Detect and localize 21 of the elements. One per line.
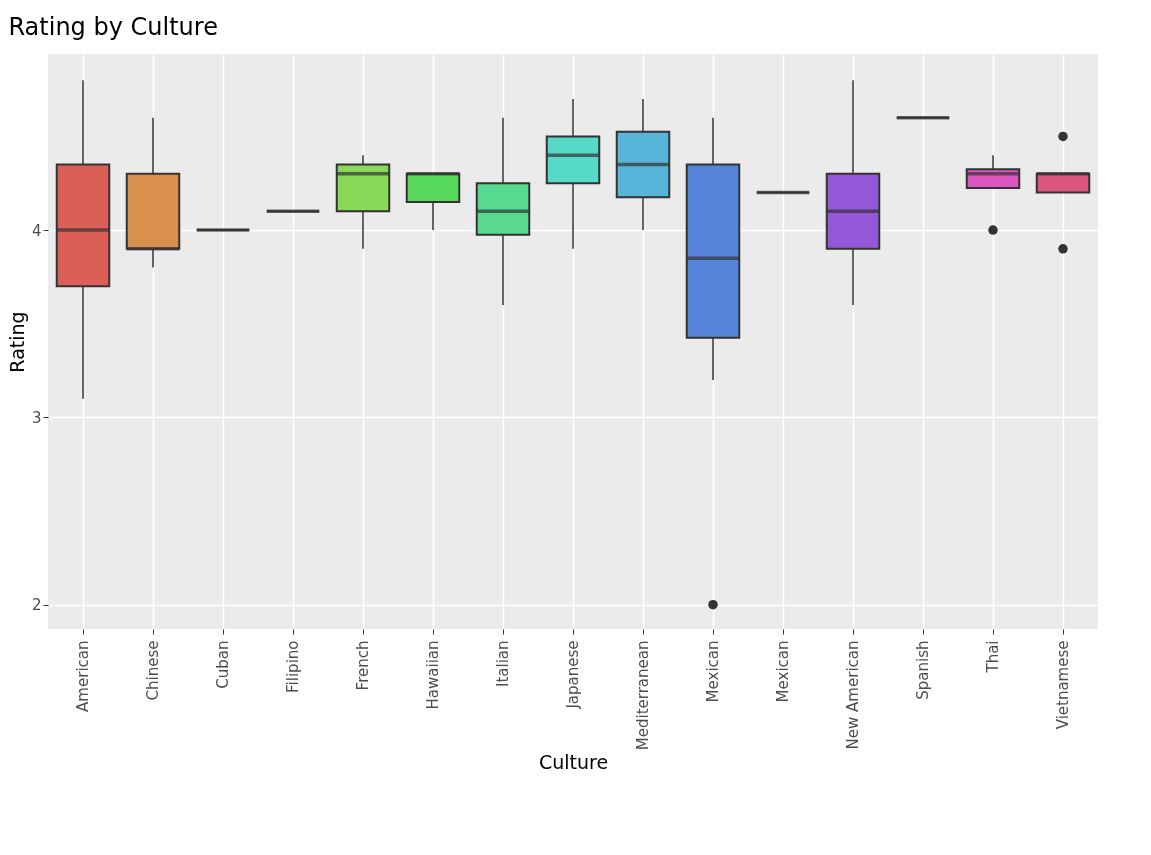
x-tick-label: Mediterranean	[634, 640, 652, 751]
x-tick-label: Mexican	[774, 640, 792, 703]
x-tick-label: American	[74, 640, 92, 712]
x-tick-label: Hawaiian	[424, 640, 442, 710]
x-tick-label: Chinese	[144, 640, 162, 701]
x-axis-title: Culture	[538, 751, 609, 774]
x-tick-label: Mexican	[704, 640, 722, 703]
x-tick-label: Vietnamese	[1054, 640, 1072, 730]
x-tick-label: French	[354, 640, 372, 691]
x-tick-label: Spanish	[914, 640, 932, 700]
y-axis-title: Rating	[5, 311, 28, 373]
y-tick-label: 2	[31, 596, 42, 615]
y-tick-label: 4	[31, 221, 42, 240]
x-tick-label: Italian	[494, 640, 512, 688]
x-tick-label: Cuban	[214, 640, 232, 689]
x-tick-label: Filipino	[284, 640, 302, 693]
x-tick-label: Japanese	[564, 640, 582, 710]
chart-title: Rating by Culture	[8, 13, 218, 41]
x-tick-label: Thai	[984, 640, 1002, 674]
y-tick-label: 3	[31, 408, 42, 427]
x-tick-label: New American	[844, 640, 862, 750]
